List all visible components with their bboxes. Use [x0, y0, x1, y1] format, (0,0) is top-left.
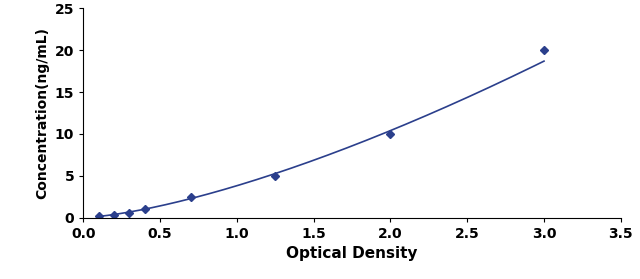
X-axis label: Optical Density: Optical Density	[286, 246, 418, 261]
Y-axis label: Concentration(ng/mL): Concentration(ng/mL)	[35, 27, 49, 199]
